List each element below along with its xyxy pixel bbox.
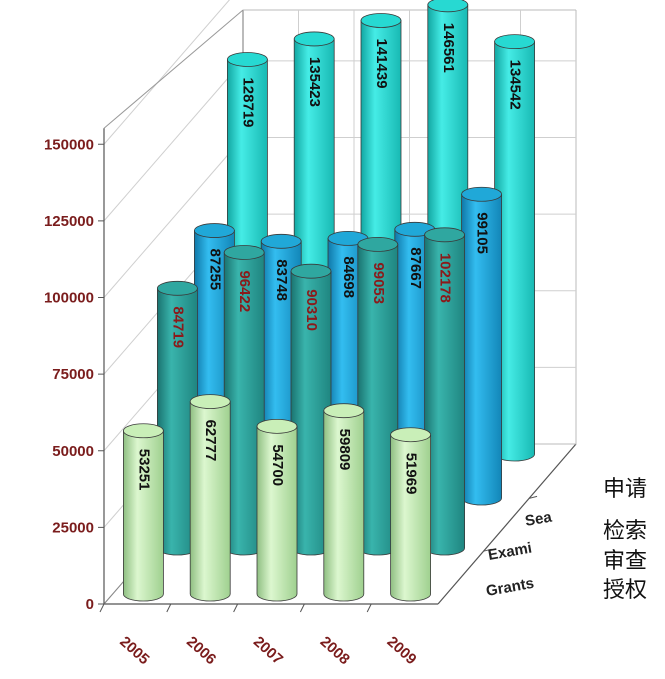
- data-label: 96422: [236, 270, 253, 312]
- y-tick-label: 125000: [44, 213, 94, 230]
- y-tick-label: 0: [86, 596, 94, 613]
- data-label: 84698: [340, 256, 357, 298]
- legend-cn-grant: 授权: [603, 578, 648, 603]
- legend-cn-examine: 审查: [603, 549, 648, 574]
- data-label: 128719: [239, 77, 256, 127]
- legend-cn-search: 检索: [603, 519, 648, 544]
- chart-bars: 128719 135423 141439 146561 134542 87255 83748…: [122, 0, 535, 602]
- data-label: 84719: [169, 306, 186, 348]
- data-label: 53251: [135, 449, 152, 491]
- data-label: 141439: [373, 38, 390, 88]
- data-label: 146561: [440, 23, 457, 73]
- cylinder-bar: 99053: [357, 237, 399, 556]
- data-label: 83748: [273, 259, 290, 301]
- cylinder-bar: 53251: [122, 423, 164, 602]
- y-tick-label: 50000: [52, 443, 94, 460]
- cylinder-bar: 134542: [494, 34, 535, 462]
- cylinder-bar: 90310: [290, 263, 332, 556]
- x-tick-label: 2009: [384, 633, 420, 668]
- legend-cn-apply: 申请: [603, 477, 648, 502]
- depth-label: Grants: [485, 575, 536, 600]
- data-label: 99105: [474, 212, 491, 254]
- data-label: 134542: [507, 60, 524, 110]
- cylinder-bar: 62777: [189, 394, 231, 602]
- depth-label: Exami: [487, 540, 533, 564]
- cylinder-bar: 59809: [323, 403, 365, 602]
- data-label: 87667: [407, 247, 424, 289]
- data-label: 102178: [437, 253, 454, 303]
- cylinder-bar: 51969: [390, 427, 432, 602]
- cylinder-bar: 54700: [256, 418, 298, 602]
- data-label: 62777: [202, 420, 219, 462]
- y-tick-label: 75000: [52, 366, 94, 383]
- data-label: 87255: [206, 249, 223, 291]
- data-label: 51969: [403, 453, 420, 495]
- x-tick-label: 2005: [116, 633, 152, 668]
- data-label: 59809: [336, 429, 353, 471]
- x-tick-label: 2007: [250, 633, 286, 668]
- cylinder-bar: 99105: [461, 186, 503, 506]
- x-tick-label: 2006: [183, 633, 219, 668]
- y-tick-label: 100000: [44, 290, 94, 307]
- x-tick-label: 2008: [317, 633, 353, 668]
- depth-label: Sea: [524, 508, 554, 529]
- y-tick-label: 150000: [44, 136, 94, 153]
- data-label: 99053: [370, 262, 387, 304]
- data-label: 90310: [303, 289, 320, 331]
- data-label: 135423: [306, 57, 323, 107]
- data-label: 54700: [269, 444, 286, 486]
- y-tick-label: 25000: [52, 519, 94, 536]
